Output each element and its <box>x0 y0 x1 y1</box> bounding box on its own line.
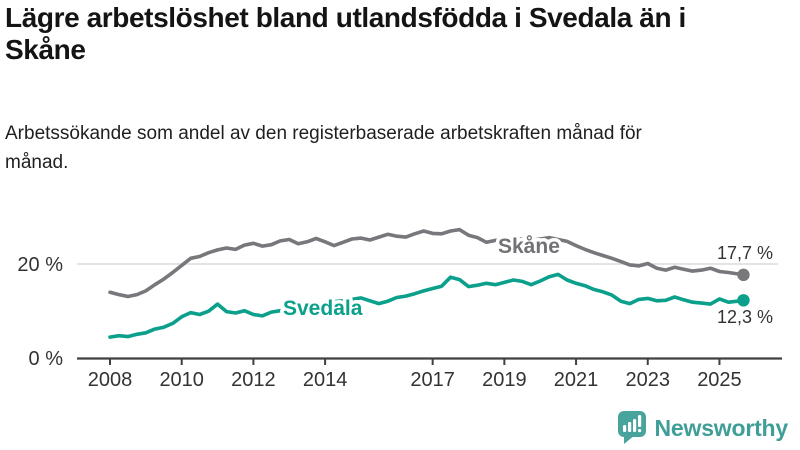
end-dot-svedala <box>737 294 750 307</box>
newsworthy-logo: Newsworthy <box>617 411 788 445</box>
series-label-svedala: Svedala <box>283 297 363 320</box>
x-tick-label: 2012 <box>231 369 276 391</box>
bar-chart-speech-bubble-icon <box>617 411 646 444</box>
x-tick-label: 2014 <box>303 369 348 391</box>
series-label-skane: Skåne <box>498 235 560 258</box>
y-tick-label-0: 0 % <box>29 348 64 370</box>
line-svedala <box>108 272 746 339</box>
page-title: Lägre arbetslöshet bland utlandsfödda i … <box>5 2 686 66</box>
x-tick-label: 2010 <box>159 369 204 391</box>
x-tick-label: 2017 <box>410 369 455 391</box>
y-tick-label-20: 20 % <box>17 254 63 276</box>
data-lines <box>108 227 746 339</box>
x-tick-label: 2025 <box>697 369 742 391</box>
x-tick-label: 2023 <box>626 369 671 391</box>
end-value-label-skane: 17,7 % <box>717 243 773 263</box>
line-skåne <box>108 227 746 299</box>
x-axis: 2008 2010 2012 2014 2017 2019 2021 2023 2025 <box>77 357 782 391</box>
brand-name: Newsworthy <box>654 414 789 441</box>
end-point-dots <box>737 268 750 307</box>
end-value-label-svedala: 12,3 % <box>717 307 773 327</box>
end-dot-skåne <box>737 268 750 282</box>
x-tick-label: 2019 <box>482 369 527 391</box>
x-tick-label: 2008 <box>88 369 133 391</box>
chart-subtitle: Arbetssökande som andel av den registerb… <box>5 123 642 173</box>
x-tick-label: 2021 <box>554 369 599 391</box>
